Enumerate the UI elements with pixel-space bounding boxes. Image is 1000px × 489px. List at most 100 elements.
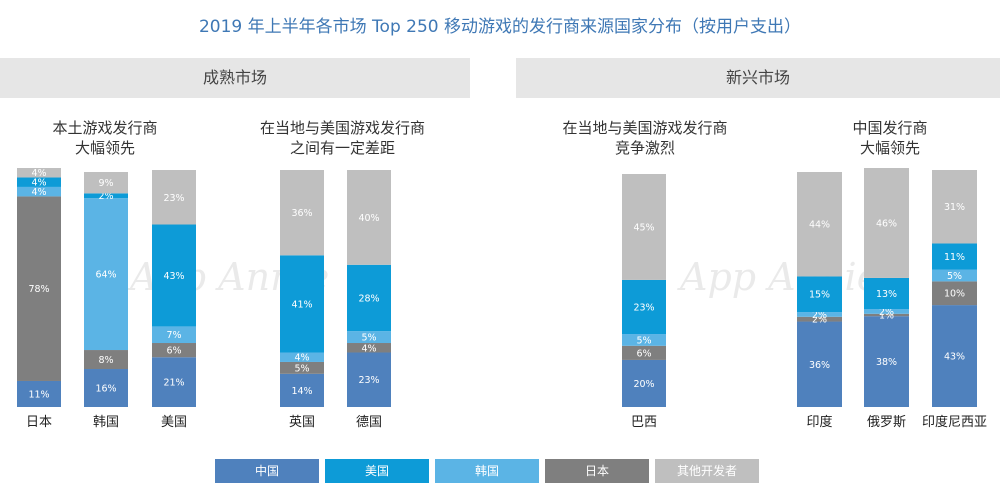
legend: 中国 美国 韩国 日本 其他开发者 <box>0 459 1000 483</box>
bar-segment <box>17 380 61 407</box>
category-label: 德国 <box>356 415 382 430</box>
bar-segment <box>797 172 842 277</box>
data-label: 5% <box>361 333 376 344</box>
data-label: 5% <box>294 363 309 374</box>
bar-segment <box>932 243 977 270</box>
data-label: 40% <box>358 213 379 224</box>
bar-segment <box>347 352 391 407</box>
section-header-emerging: 新兴市场 <box>516 58 1000 98</box>
bar-segment <box>622 174 666 280</box>
data-label: 36% <box>809 360 830 371</box>
data-label: 4% <box>31 168 46 179</box>
data-label: 21% <box>163 378 184 389</box>
bar-segment <box>864 309 909 314</box>
bar-segment <box>84 350 128 370</box>
bar-segment <box>622 359 666 407</box>
bar-segment <box>932 305 977 407</box>
bar-segment <box>622 279 666 335</box>
data-label: 11% <box>28 389 49 400</box>
legend-item: 韩国 <box>435 459 539 483</box>
data-label: 38% <box>876 357 897 368</box>
bar-segment <box>797 312 842 317</box>
data-label: 16% <box>95 384 116 395</box>
bar-segment <box>864 313 909 317</box>
data-label: 41% <box>291 299 312 310</box>
data-label: 7% <box>166 330 181 341</box>
bar-segment <box>797 316 842 322</box>
data-label: 5% <box>947 271 962 282</box>
bar-segment <box>152 357 196 407</box>
data-label: 43% <box>944 352 965 363</box>
group-title-line2: 大幅领先 <box>859 139 920 157</box>
bar-segment <box>280 352 324 362</box>
group-title-line2: 竞争激烈 <box>614 139 675 157</box>
data-label: 36% <box>291 208 312 219</box>
data-label: 44% <box>809 220 830 231</box>
data-label: 31% <box>944 202 965 213</box>
data-label: 8% <box>98 355 113 366</box>
bar-segment <box>17 186 61 197</box>
bar-segment <box>17 177 61 187</box>
category-label: 英国 <box>289 415 315 430</box>
data-label: 6% <box>636 348 651 359</box>
chart-title: 2019 年上半年各市场 Top 250 移动游戏的发行商来源国家分布（按用户支… <box>198 17 801 37</box>
data-label: 2% <box>812 310 827 321</box>
data-label: 6% <box>166 346 181 357</box>
watermark-right: App Annie <box>677 255 879 299</box>
bar-segment <box>932 269 977 282</box>
data-label: 23% <box>358 375 379 386</box>
data-label: 15% <box>809 290 830 301</box>
bar-segment <box>280 373 324 407</box>
data-label: 11% <box>944 252 965 263</box>
bar-segment <box>864 277 909 310</box>
data-label: 10% <box>944 289 965 300</box>
data-label: 14% <box>291 386 312 397</box>
bar-segment <box>84 172 128 194</box>
data-label: 23% <box>633 302 654 313</box>
bar-segment <box>797 276 842 313</box>
group-title-line1: 中国发行商 <box>852 119 928 137</box>
legend-item: 其他开发者 <box>655 459 759 483</box>
legend-item: 日本 <box>545 459 649 483</box>
data-label: 2% <box>879 307 894 318</box>
data-label: 9% <box>98 178 113 189</box>
category-label: 印度尼西亚 <box>922 414 987 430</box>
data-label: 5% <box>636 335 651 346</box>
data-label: 4% <box>361 343 376 354</box>
bar-segment <box>152 343 196 358</box>
bar-segment <box>152 224 196 327</box>
group-title-gap: 在当地与美国游戏发行商 之间有一定差距 <box>220 118 465 158</box>
bar-segment <box>932 170 977 244</box>
section-header-mature: 成熟市场 <box>0 58 470 98</box>
bar-segment <box>347 343 391 353</box>
bar-segment <box>932 281 977 306</box>
data-label: 78% <box>28 284 49 295</box>
data-label: 64% <box>95 270 116 281</box>
category-label: 俄罗斯 <box>867 415 906 430</box>
bar-segment <box>152 170 196 225</box>
bar-segment <box>622 334 666 346</box>
group-title-line2: 之间有一定差距 <box>289 139 395 157</box>
bar-segment <box>84 198 128 351</box>
category-label: 韩国 <box>93 415 119 430</box>
group-title-line1: 在当地与美国游戏发行商 <box>562 119 728 137</box>
bar-segment <box>17 196 61 381</box>
bar-segment <box>797 321 842 407</box>
bar-segment <box>280 255 324 353</box>
data-label: 13% <box>876 289 897 300</box>
data-label: 23% <box>163 193 184 204</box>
group-title-line1: 在当地与美国游戏发行商 <box>259 119 425 137</box>
category-label: 巴西 <box>631 415 657 430</box>
data-label: 2% <box>812 315 827 326</box>
data-label: 2% <box>98 191 113 202</box>
data-label: 28% <box>358 293 379 304</box>
bar-segment <box>347 331 391 344</box>
data-label: 1% <box>879 310 894 321</box>
category-label: 印度 <box>806 414 832 430</box>
bar-segment <box>152 326 196 344</box>
bar-segment <box>280 170 324 256</box>
data-label: 4% <box>31 187 46 198</box>
bar-segment <box>347 170 391 265</box>
group-title-line1: 本土游戏发行商 <box>52 119 158 137</box>
